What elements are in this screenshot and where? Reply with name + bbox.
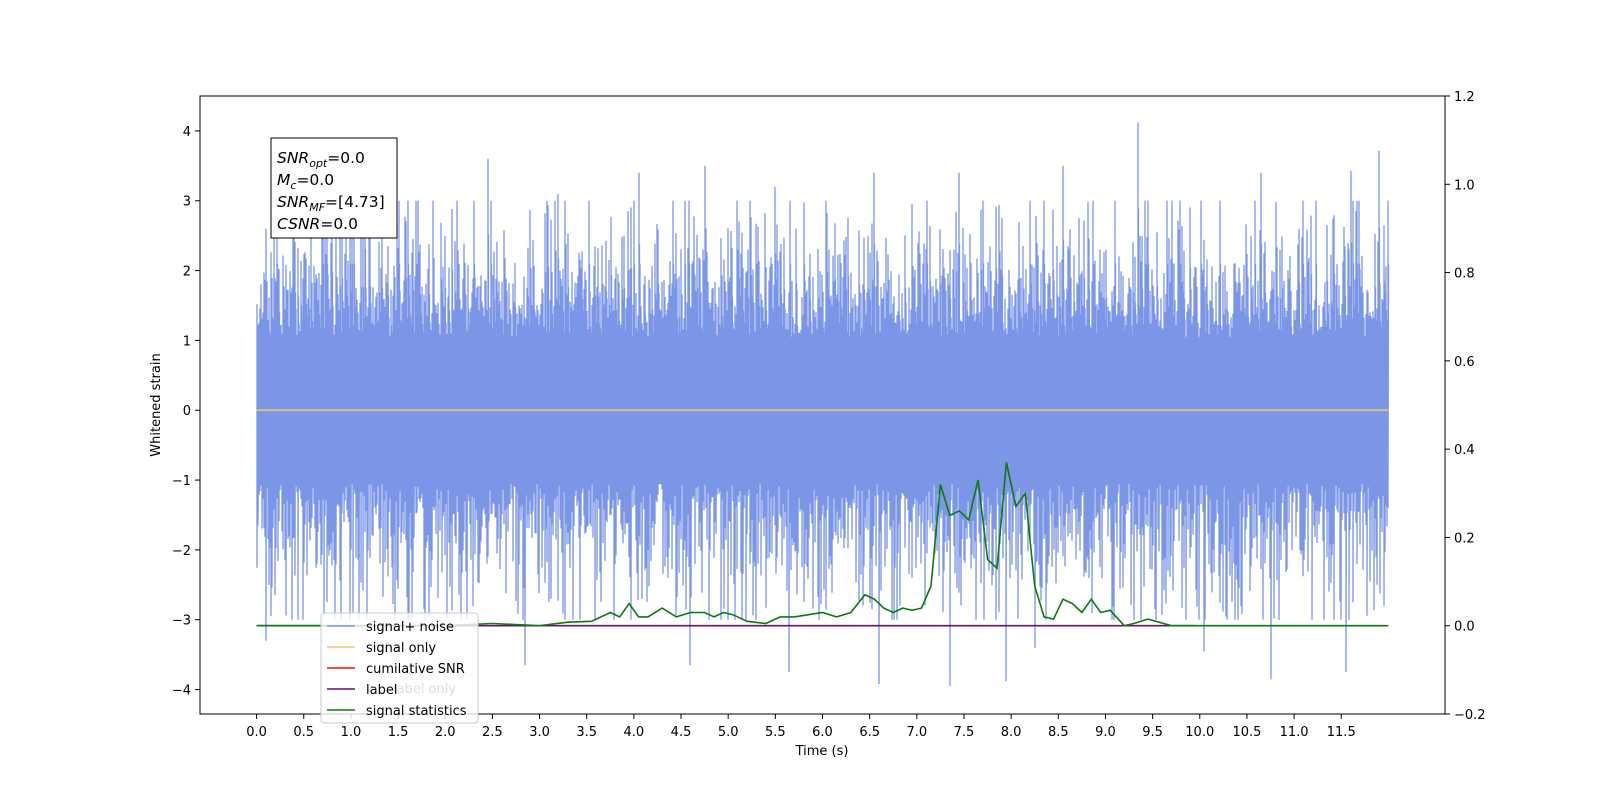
legend: label only signal+ noise signal only cumil… — [320, 612, 479, 724]
x-tick-label: 2.5 — [482, 725, 503, 740]
stats-box-line: SNRopt=0.0 — [277, 149, 365, 170]
x-tick-label: 11.5 — [1327, 725, 1356, 740]
legend-label: label — [366, 683, 397, 698]
y-tick-label: −2 — [172, 544, 191, 559]
legend-label: signal only — [366, 641, 436, 656]
x-tick-label: 7.0 — [906, 725, 927, 740]
x-tick-label: 6.5 — [859, 725, 880, 740]
x-tick-label: 9.5 — [1142, 725, 1163, 740]
legend-label: signal+ noise — [366, 620, 454, 635]
x-tick-label: 4.0 — [624, 725, 645, 740]
y-tick-label: −3 — [172, 614, 191, 629]
y-tick-label: 1 — [183, 334, 191, 349]
stats-box-line: SNRMF=[4.73] — [277, 193, 385, 214]
x-tick-label: 6.0 — [812, 725, 833, 740]
signal-plus-noise-layer — [256, 122, 1390, 687]
y2-tick-label: 0.2 — [1454, 531, 1475, 546]
x-tick-label: 10.0 — [1185, 725, 1214, 740]
x-tick-label: 1.0 — [341, 725, 362, 740]
y-tick-label: 2 — [183, 265, 191, 280]
x-tick-label: 7.5 — [954, 725, 975, 740]
stats-box-line: CSNR=0.0 — [277, 215, 358, 233]
x-tick-label: 1.5 — [388, 725, 409, 740]
y-tick-label: 4 — [183, 125, 191, 140]
x-tick-label: 8.0 — [1001, 725, 1022, 740]
x-tick-label: 0.0 — [246, 725, 267, 740]
legend-frame — [320, 612, 479, 724]
x-axis-label: Time (s) — [795, 744, 849, 759]
y-tick-label: 3 — [183, 195, 191, 210]
series-signal-statistics — [256, 462, 1389, 627]
x-tick-label: 9.0 — [1095, 725, 1116, 740]
stats-box-frame — [270, 137, 398, 239]
legend-label: signal statistics — [366, 704, 467, 719]
y2-tick-label: 0.4 — [1454, 443, 1475, 458]
y2-tick-label: −0.2 — [1454, 708, 1486, 723]
axis-ticks-layer: 0.0 0.5 1.0 1.5 2.0 2.5 3.0 3.5 4.0 4.5 5.0 5.5 6.0 6… — [172, 90, 1486, 740]
x-tick-label: 3.0 — [529, 725, 550, 740]
y2-tick-label: 0.8 — [1454, 267, 1475, 282]
x-tick-label: 11.0 — [1280, 725, 1309, 740]
stats-box-line: Mc=0.0 — [277, 171, 334, 192]
legend-label: cumilative SNR — [366, 662, 465, 677]
x-tick-label: 5.0 — [718, 725, 739, 740]
y2-tick-label: 1.0 — [1454, 178, 1475, 193]
series-signal-plus-noise — [256, 122, 1390, 687]
x-tick-label: 4.5 — [671, 725, 692, 740]
y-tick-label: −4 — [172, 684, 191, 699]
y2-tick-label: 0.0 — [1454, 620, 1475, 635]
x-tick-label: 2.0 — [435, 725, 456, 740]
y2-tick-label: 1.2 — [1454, 90, 1475, 105]
y-tick-label: −1 — [172, 474, 191, 489]
x-tick-label: 5.5 — [765, 725, 786, 740]
y2-tick-label: 0.6 — [1454, 355, 1475, 370]
y-tick-label: 0 — [183, 404, 191, 419]
x-tick-label: 0.5 — [293, 725, 314, 740]
y-axis-label: Whitened strain — [149, 353, 164, 456]
legend-ghost-label: label only — [393, 682, 456, 697]
x-tick-label: 8.5 — [1048, 725, 1069, 740]
x-tick-label: 10.5 — [1232, 725, 1261, 740]
x-tick-label: 3.5 — [576, 725, 597, 740]
